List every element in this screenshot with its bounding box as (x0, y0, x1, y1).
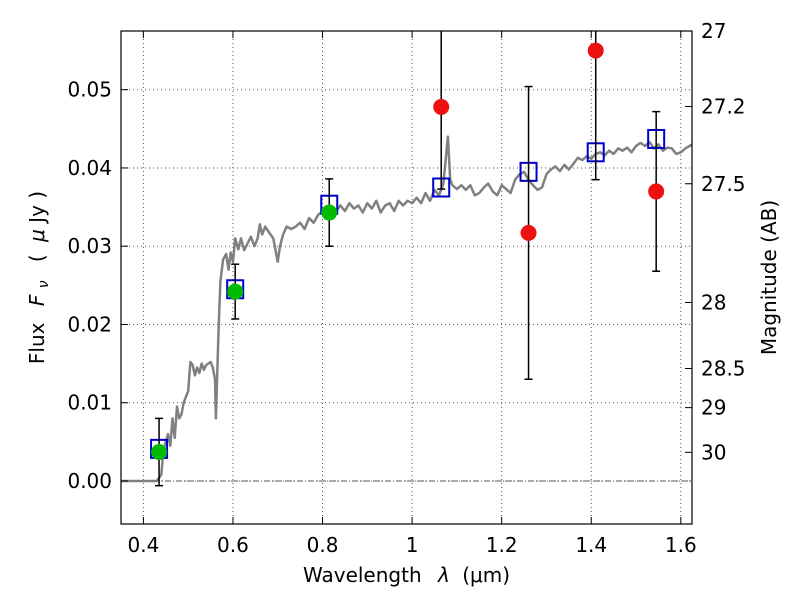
upper-points-point-1 (520, 224, 537, 241)
upper-points-point-0 (433, 98, 450, 115)
data-series (121, 31, 692, 487)
x-axis-title: Wavelength λ (μm) (303, 563, 510, 587)
y-tick-label-0: 0.00 (67, 469, 112, 493)
y-axis-title-unit-open: ( (25, 254, 49, 262)
y-axis-title-unit-rest: Jy ) (25, 191, 49, 225)
y-axis-title: Flux F ν ( μ Jy ) (25, 191, 53, 364)
axes: 0.4 0.6 0.8 1 1.2 1.4 1.6 0.00 0.01 0.02 0.03 0.04 0… (67, 19, 745, 557)
x-tick-label-3: 1 (406, 533, 419, 557)
y2-tick-label-6: 30 (701, 440, 726, 464)
y-tick-label-1: 0.01 (67, 391, 112, 415)
y-axis-title-subscript: ν (36, 280, 52, 288)
plot-frame (120, 30, 693, 525)
detections-point-2 (321, 204, 338, 221)
y-axis-title-symbol: F (25, 294, 49, 306)
y-tick-label-4: 0.04 (67, 156, 112, 180)
y2-tick-label-5: 29 (701, 396, 726, 420)
y2-tick-label-2: 27.5 (701, 172, 746, 196)
x-tick-label-0: 0.4 (127, 533, 159, 557)
y2-tick-label-4: 28.5 (701, 357, 746, 381)
y2-tick-label-3: 28 (701, 290, 726, 314)
y-tick-label-5: 0.05 (67, 78, 112, 102)
x-tick-label-4: 1.2 (486, 533, 518, 557)
y-axis-title-unit-mu: μ (25, 229, 49, 243)
detections-point-1 (227, 283, 244, 300)
x-axis-title-unit: (μm) (462, 563, 510, 587)
y2-tick-label-1: 27.2 (701, 95, 746, 119)
x-tick-label-1: 0.6 (217, 533, 249, 557)
detections-point-0 (151, 444, 168, 461)
y2-axis-title: Magnitude (AB) (757, 200, 781, 355)
x-axis-title-text: Wavelength (303, 563, 422, 587)
upper-points-point-2 (587, 42, 604, 59)
y-tick-label-2: 0.02 (67, 312, 112, 336)
x-tick-label-6: 1.6 (665, 533, 697, 557)
x-axis-title-symbol: λ (437, 563, 450, 587)
y2-tick-label-0: 27 (701, 19, 726, 43)
x-tick-label-5: 1.4 (575, 533, 607, 557)
spectrum-line (121, 135, 692, 483)
upper-points-point-3 (648, 183, 665, 200)
x-tick-label-2: 0.8 (307, 533, 339, 557)
y-tick-label-3: 0.03 (67, 234, 112, 258)
y-axis-title-text: Flux (25, 322, 49, 364)
grid-lines (121, 31, 692, 524)
